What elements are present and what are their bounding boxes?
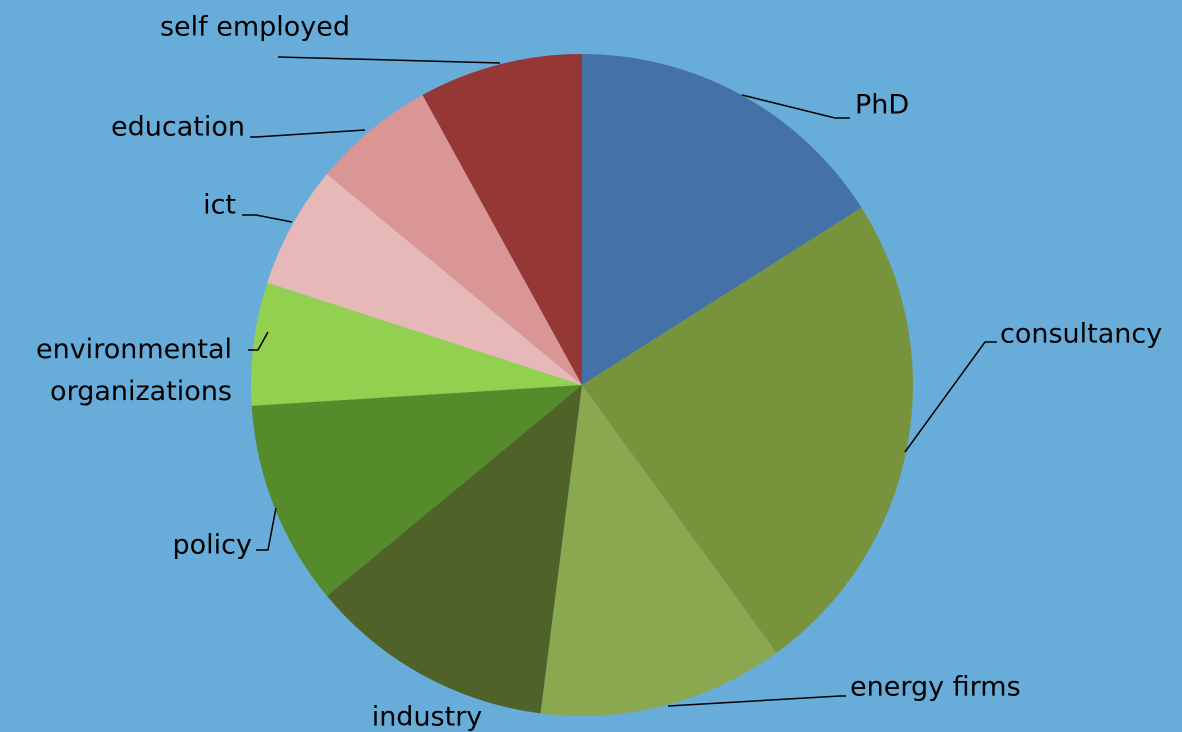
pie-slice [267,174,582,385]
pie-slice [251,385,583,596]
leader-line [248,331,269,351]
leader-line [277,56,501,64]
pie-slice [326,94,582,385]
slice-label: environmental organizations [36,334,232,407]
pie-slice [540,385,777,716]
slice-label: self employed [160,12,350,43]
leader-line [741,94,850,119]
slice-label: education [111,112,245,143]
leader-line [904,341,997,453]
slice-label: policy [173,530,253,561]
slice-label: PhD [855,90,909,121]
slice-label: industry [372,702,483,732]
leader-line [242,214,293,223]
pie-slice [582,207,914,653]
pie-slice [326,385,582,714]
leader-line [667,695,846,707]
slice-label: consultancy [1000,319,1162,350]
pie-slice [250,282,582,406]
pie-slice [582,54,862,385]
leader-line [256,507,277,551]
pie-slice [422,54,582,385]
slice-label: energy firms [850,672,1021,703]
leader-line [250,129,366,138]
slice-label: ict [203,190,236,221]
